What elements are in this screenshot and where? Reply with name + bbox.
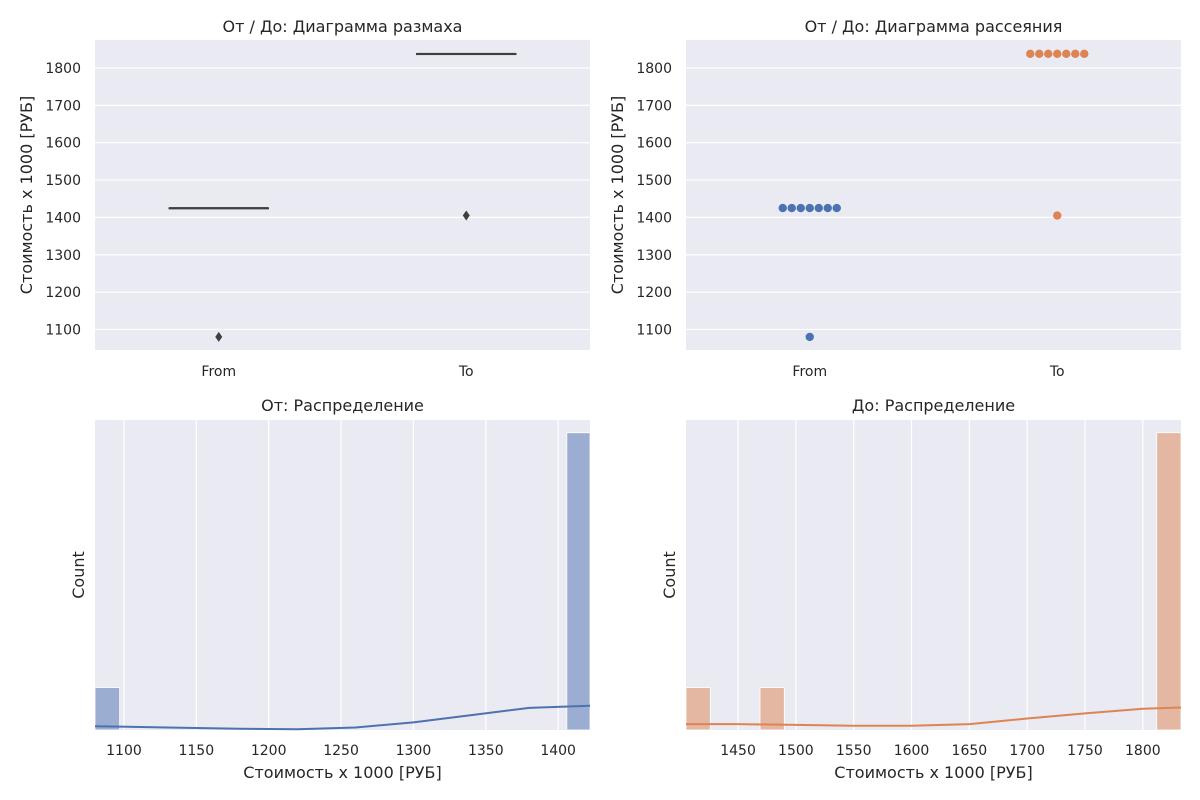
y-tick-label: 1600 xyxy=(45,136,81,152)
scatter-marks xyxy=(778,49,1089,342)
x-tick-label: 1400 xyxy=(540,743,576,759)
y-gridlines xyxy=(686,67,1181,331)
chart-title: От / До: Диаграмма рассеяния xyxy=(805,17,1063,36)
y-tick-label: 1800 xyxy=(45,61,81,77)
y-tick-label: 1400 xyxy=(636,210,672,226)
x-tick-label: 1550 xyxy=(836,743,872,759)
outlier-point xyxy=(215,331,223,342)
x-tick-label: 1600 xyxy=(894,743,930,759)
y-tick-labels: 1100 1200 1300 1400 1500 1600 1700 1800 xyxy=(45,61,81,338)
y-tick-label: 1500 xyxy=(636,173,672,189)
plot-area xyxy=(95,420,590,730)
data-point xyxy=(796,203,805,213)
outlier-point xyxy=(462,210,470,221)
x-tick-labels: 1450 1500 1550 1600 1650 1700 1750 1800 xyxy=(720,743,1160,759)
x-tick-label: 1150 xyxy=(178,743,214,759)
x-tick-label: 1250 xyxy=(323,743,359,759)
plot-area xyxy=(95,40,590,350)
x-tick-label: 1700 xyxy=(1009,743,1045,759)
histogram-bar xyxy=(759,687,785,731)
data-point xyxy=(1026,49,1035,59)
x-tick-label: To xyxy=(458,364,474,380)
y-axis-label: Стоимость x 1000 [РУБ] xyxy=(608,96,627,294)
data-point xyxy=(1035,49,1044,59)
kde-curve xyxy=(686,706,1182,727)
y-tick-label: 1200 xyxy=(45,285,81,301)
kde-curve xyxy=(94,704,591,731)
x-tick-labels: From To xyxy=(792,364,1064,380)
y-tick-label: 1300 xyxy=(636,248,672,264)
data-point xyxy=(832,203,841,213)
y-axis-label: Стоимость x 1000 [РУБ] xyxy=(17,96,36,294)
data-point xyxy=(1062,49,1071,59)
x-gridlines xyxy=(737,420,1144,730)
x-tick-label: 1650 xyxy=(952,743,988,759)
plot-area xyxy=(686,420,1181,730)
x-tick-label: 1450 xyxy=(720,743,756,759)
x-tick-labels: From To xyxy=(201,364,473,380)
chart-title: От: Распределение xyxy=(261,396,424,415)
histogram-bar xyxy=(566,432,591,731)
y-tick-label: 1300 xyxy=(45,248,81,264)
x-tick-label: From xyxy=(201,364,236,380)
box-marks xyxy=(168,52,517,342)
data-point xyxy=(823,203,832,213)
y-tick-label: 1100 xyxy=(636,322,672,338)
plot-area xyxy=(686,40,1181,350)
data-point xyxy=(814,203,823,213)
histogram-bar xyxy=(685,687,711,731)
chart-title: До: Распределение xyxy=(852,396,1015,415)
y-tick-label: 1800 xyxy=(636,61,672,77)
y-tick-label: 1100 xyxy=(45,322,81,338)
y-axis-label: Count xyxy=(660,551,679,599)
histogram-marks xyxy=(94,432,591,731)
y-tick-label: 1700 xyxy=(45,98,81,114)
x-axis-label: Стоимость x 1000 [РУБ] xyxy=(243,763,441,782)
x-tick-label: To xyxy=(1049,364,1065,380)
y-tick-label: 1600 xyxy=(636,136,672,152)
y-tick-labels: 1100 1200 1300 1400 1500 1600 1700 1800 xyxy=(636,61,672,338)
chart-title: От / До: Диаграмма размаха xyxy=(223,17,463,36)
data-point xyxy=(1080,49,1089,59)
y-axis-label: Count xyxy=(69,551,88,599)
x-tick-label: 1800 xyxy=(1125,743,1161,759)
to-histogram-panel: 1450 1500 1550 1600 1650 1700 1750 1800 До: Рас… xyxy=(660,396,1182,782)
x-gridlines xyxy=(123,420,559,730)
data-point xyxy=(1053,211,1062,220)
data-point xyxy=(1071,49,1080,59)
y-gridlines xyxy=(95,67,590,331)
data-point xyxy=(778,203,787,213)
x-tick-label: 1500 xyxy=(778,743,814,759)
from-histogram-panel: 1100 1150 1200 1250 1300 1350 1400 От: Распред… xyxy=(69,396,591,782)
x-tick-label: 1750 xyxy=(1067,743,1103,759)
x-axis-label: Стоимость x 1000 [РУБ] xyxy=(834,763,1032,782)
histogram-bar xyxy=(1156,432,1182,731)
y-tick-label: 1700 xyxy=(636,98,672,114)
y-tick-label: 1400 xyxy=(45,210,81,226)
data-point xyxy=(805,332,814,342)
x-tick-labels: 1100 1150 1200 1250 1300 1350 1400 xyxy=(106,743,576,759)
x-tick-label: 1100 xyxy=(106,743,142,759)
x-tick-label: 1350 xyxy=(468,743,504,759)
y-tick-label: 1500 xyxy=(45,173,81,189)
data-point xyxy=(805,203,814,213)
histogram-bar xyxy=(94,687,121,731)
x-tick-label: 1200 xyxy=(251,743,287,759)
data-point xyxy=(787,203,796,213)
histogram-marks xyxy=(685,432,1182,731)
y-tick-label: 1200 xyxy=(636,285,672,301)
x-tick-label: 1300 xyxy=(396,743,432,759)
data-point xyxy=(1044,49,1053,59)
data-point xyxy=(1053,49,1062,59)
x-tick-label: From xyxy=(792,364,827,380)
